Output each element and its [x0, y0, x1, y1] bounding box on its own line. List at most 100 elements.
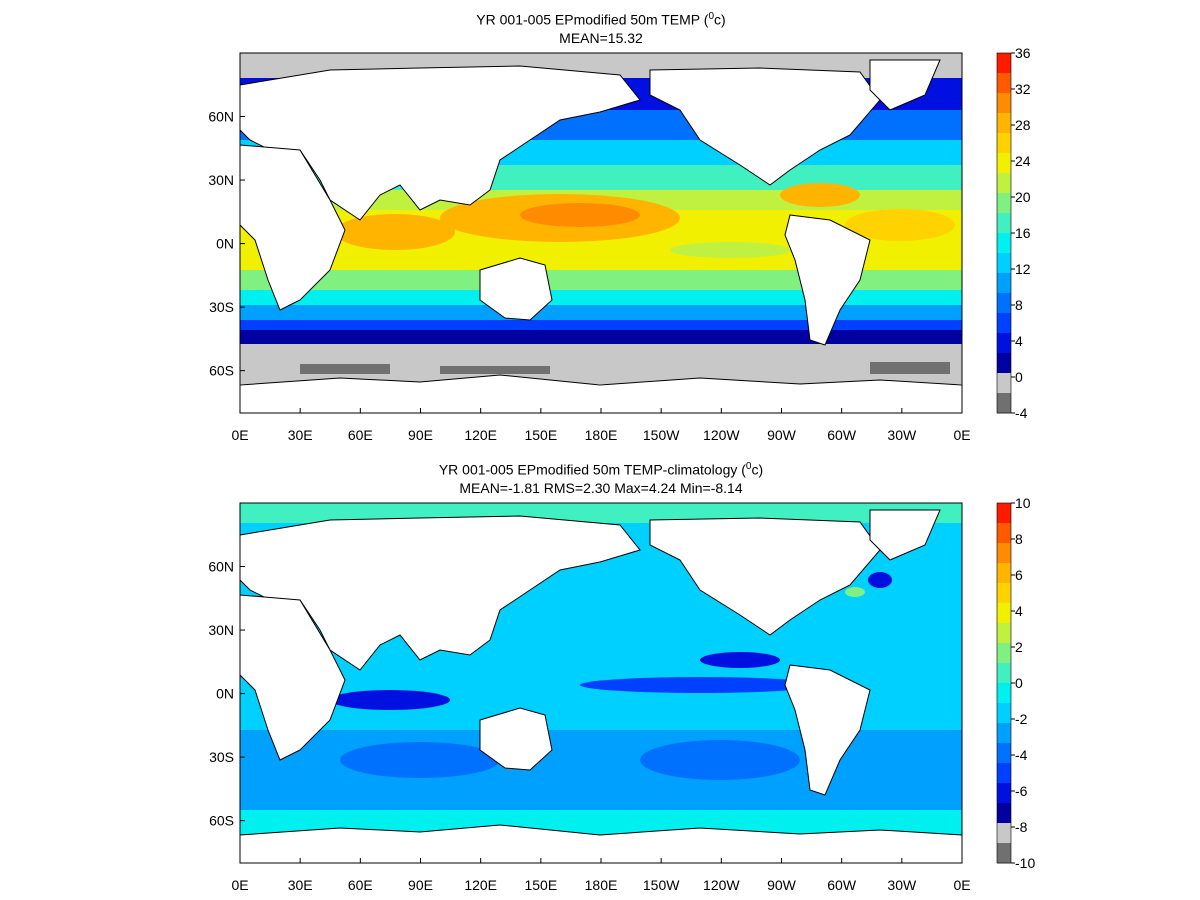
panel2-subtitle: MEAN=-1.81 RMS=2.30 Max=4.24 Min=-8.14 — [459, 480, 743, 496]
colorbar-swatch — [997, 723, 1011, 744]
colorbar-swatch — [997, 743, 1011, 764]
ice-patch-3 — [870, 362, 950, 374]
lon-label: 0E — [953, 427, 970, 443]
south-america-land — [784, 214, 871, 346]
africa-land-2 — [240, 594, 346, 761]
lon-label: 60W — [827, 877, 857, 893]
lat-label: 60N — [208, 109, 234, 125]
lon-label: 120W — [703, 877, 740, 893]
lat-label: 60N — [208, 559, 234, 575]
colorbar-swatch — [997, 193, 1011, 214]
colorbar-swatch — [997, 393, 1011, 414]
lon-label: 150E — [524, 877, 557, 893]
lon-label: 30W — [887, 877, 917, 893]
panel2-title-unit-sup: 0 — [745, 461, 752, 472]
anomaly-south-band — [240, 730, 962, 820]
lat-label: 0N — [216, 686, 234, 702]
caribbean-warm — [780, 183, 860, 207]
colorbar-swatch — [997, 703, 1011, 724]
landmasses-1 — [240, 59, 962, 413]
lon-label: 120E — [464, 877, 497, 893]
lat-label: 30S — [209, 299, 234, 315]
lat-label: 0N — [216, 236, 234, 252]
colorbar-tick-label: 8 — [1015, 531, 1023, 547]
colorbar-swatch — [997, 373, 1011, 394]
lat-label: 30N — [208, 172, 234, 188]
colorbar-tick-label: 0 — [1015, 675, 1023, 691]
lat-label: 60S — [209, 813, 234, 829]
panel1-lat-labels: 60N 30N 0N 30S 60S — [208, 109, 245, 379]
colorbar-tick-label: 32 — [1015, 81, 1031, 97]
landmasses-2 — [240, 509, 962, 863]
anomaly-south-pacific — [640, 740, 800, 780]
south-tropic-band — [240, 270, 962, 290]
colorbar-tick-label: 28 — [1015, 117, 1031, 133]
south-subtropic-band — [240, 290, 962, 305]
lon-label: 180E — [585, 877, 618, 893]
lon-label: 0E — [231, 877, 248, 893]
lat-label: 30S — [209, 749, 234, 765]
colorbar-swatch — [997, 843, 1011, 864]
colorbar-tick-label: 10 — [1015, 495, 1031, 511]
colorbar-swatch — [997, 273, 1011, 294]
colorbar-tick-label: 24 — [1015, 153, 1031, 169]
colorbar-tick-label: -6 — [1015, 783, 1028, 799]
greenland-land — [869, 59, 941, 111]
colorbar-swatch — [997, 293, 1011, 314]
atlantic-warm — [845, 209, 955, 241]
colorbar-swatch — [997, 503, 1011, 524]
colorbar-swatch — [997, 643, 1011, 664]
colorbar-swatch — [997, 153, 1011, 174]
colorbar-tick-label: 4 — [1015, 603, 1023, 619]
colorbar-swatch — [997, 173, 1011, 194]
colorbar-swatch — [997, 523, 1011, 544]
panel2-lat-labels: 60N 30N 0N 30S 60S — [208, 559, 245, 829]
colorbar-tick-label: -2 — [1015, 711, 1028, 727]
lon-label: 0E — [953, 877, 970, 893]
anomaly-indian-cold — [330, 690, 450, 710]
lon-label: 90W — [767, 877, 797, 893]
colorbar-swatch — [997, 823, 1011, 844]
colorbar-tick-label: 8 — [1015, 297, 1023, 313]
lon-label: 30W — [887, 427, 917, 443]
colorbar-tick-label: 20 — [1015, 189, 1031, 205]
lon-label: 90E — [408, 877, 433, 893]
antarctica-land — [240, 374, 962, 413]
lon-label: 30E — [288, 877, 313, 893]
lon-label: 60W — [827, 427, 857, 443]
colorbar-tick-label: -8 — [1015, 819, 1028, 835]
lon-label: 0E — [231, 427, 248, 443]
panel1-lon-labels: 0E 30E 60E 90E 120E 150E 180E 150W 120W 90W 60W 30W… — [231, 408, 971, 443]
colorbar-swatch — [997, 213, 1011, 234]
panel2-title: YR 001-005 EPmodified 50m TEMP-climatolo… — [240, 458, 962, 479]
colorbar-swatch — [997, 663, 1011, 684]
colorbar-tick-label: 2 — [1015, 639, 1023, 655]
colorbar-swatch — [997, 133, 1011, 154]
colorbar-swatch — [997, 763, 1011, 784]
lon-label: 180E — [585, 427, 618, 443]
lat-label: 30N — [208, 622, 234, 638]
colorbar-tick-label: -4 — [1015, 405, 1028, 421]
lon-label: 90W — [767, 427, 797, 443]
colorbar-swatch — [997, 233, 1011, 254]
antarctic-circum-band — [240, 330, 962, 344]
colorbar-swatch — [997, 313, 1011, 334]
colorbar-swatch — [997, 623, 1011, 644]
ice-patch-2 — [440, 366, 550, 374]
colorbar-swatch — [997, 783, 1011, 804]
lon-label: 30E — [288, 427, 313, 443]
panel1-subtitle: MEAN=15.32 — [559, 30, 643, 46]
anomaly-eq-pacific — [580, 677, 820, 693]
panel2-title-text: YR 001-005 EPmodified 50m TEMP-climatolo… — [438, 461, 746, 478]
colorbar-swatch — [997, 93, 1011, 114]
colorbar-tick-label: 36 — [1015, 45, 1031, 61]
colorbar-swatch — [997, 253, 1011, 274]
colorbar-swatch — [997, 53, 1011, 74]
panel2-title-unit: c) — [751, 461, 764, 478]
colorbar-tick-label: 0 — [1015, 369, 1023, 385]
anomaly-warm-atlantic — [845, 587, 865, 597]
colorbar-tick-label: -4 — [1015, 747, 1028, 763]
